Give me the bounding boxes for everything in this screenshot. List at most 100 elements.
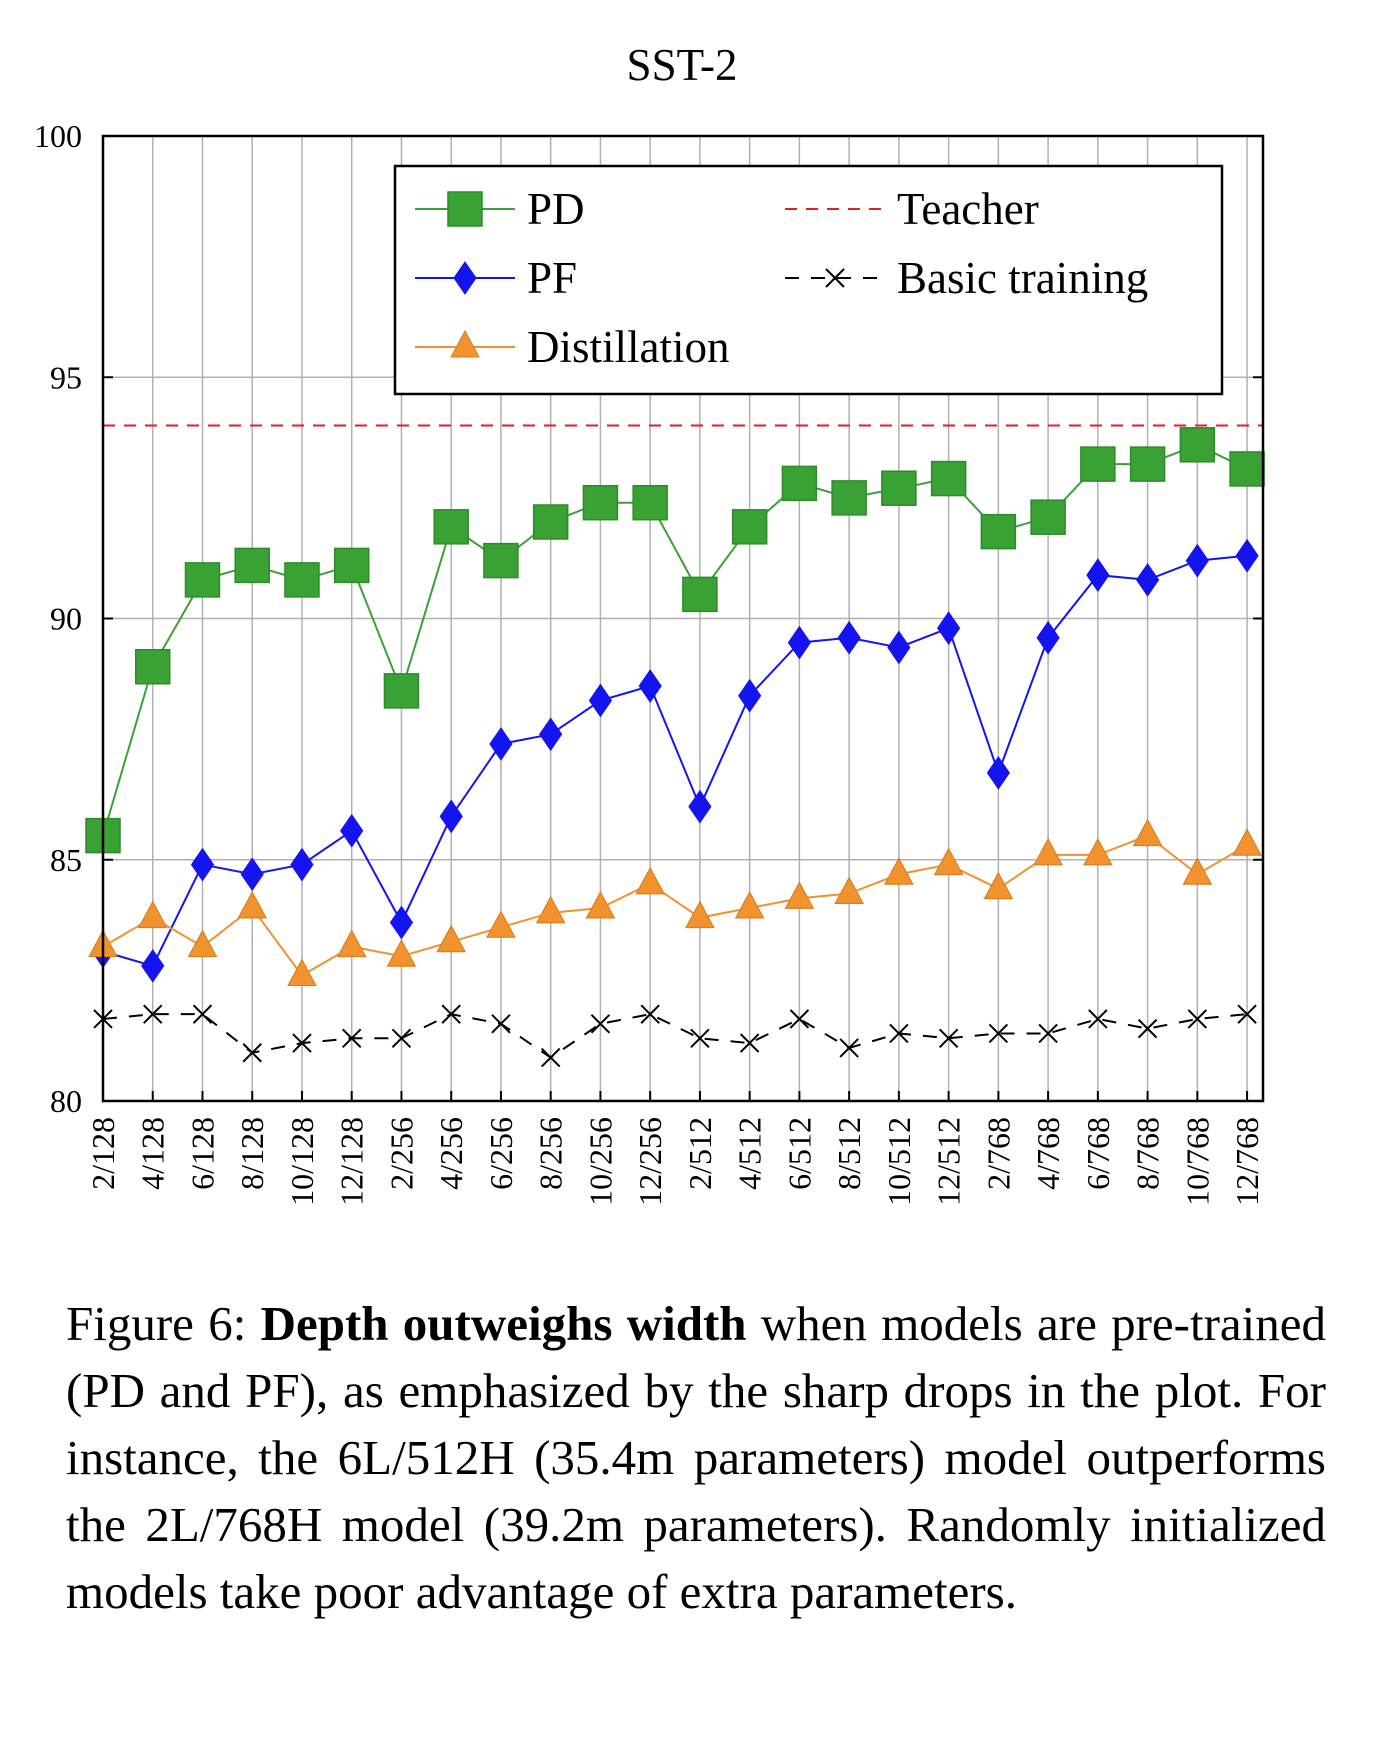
pd-point — [333, 547, 370, 584]
y-tick-label: 90 — [50, 601, 82, 637]
x-tick-label: 2/512 — [682, 1117, 718, 1190]
x-tick-label: 12/256 — [632, 1117, 668, 1206]
distillation-point — [535, 895, 566, 924]
basic-training-point — [789, 1009, 810, 1029]
x-tick-label: 8/512 — [831, 1117, 867, 1190]
y-tick-label: 100 — [34, 118, 82, 154]
pf-point — [489, 727, 513, 761]
pd-point — [447, 191, 483, 227]
basic-training-point — [192, 1004, 213, 1024]
x-tick-label: 4/256 — [433, 1117, 469, 1190]
pd-point — [383, 673, 420, 709]
distillation-point — [237, 890, 268, 919]
basic-training-point — [1137, 1018, 1158, 1039]
legend-entry-teacher: Teacher — [785, 184, 1039, 234]
distillation-series — [88, 818, 1262, 987]
distillation-point — [386, 939, 417, 967]
x-tick-label: 6/128 — [184, 1117, 220, 1190]
distillation-point — [287, 958, 317, 987]
distillation-point — [1232, 828, 1262, 856]
pd-point — [582, 484, 619, 521]
caption-rest: when models are pre-trained (PD and PF),… — [66, 1296, 1327, 1619]
x-tick-label: 10/128 — [284, 1117, 320, 1206]
basic-training-point — [825, 268, 845, 288]
pd-point — [731, 509, 768, 545]
pf-point — [1086, 558, 1110, 592]
distillation-point — [933, 847, 964, 876]
pf-point — [937, 611, 961, 646]
legend-entry-distillation: Distillation — [415, 322, 730, 372]
legend-label-teacher: Teacher — [897, 184, 1039, 234]
legend-entry-pd: PD — [415, 184, 585, 234]
legend-entry-basic-training: Basic training — [785, 253, 1148, 303]
basic-training-point — [1038, 1023, 1058, 1044]
x-tick-label: 4/128 — [135, 1117, 171, 1190]
basic-training-point — [988, 1023, 1009, 1044]
basic-training-point — [889, 1023, 909, 1044]
pd-point — [930, 460, 967, 497]
series — [85, 427, 1265, 1068]
basic-training-point — [540, 1047, 561, 1068]
pf-point — [887, 630, 911, 665]
pf-point — [340, 813, 364, 848]
pd-line — [102, 443, 1248, 836]
caption-prefix: Figure 6: — [66, 1296, 261, 1351]
pd-point — [134, 649, 171, 685]
basic-training-line — [102, 1013, 1248, 1059]
legend-label-pf: PF — [527, 253, 577, 303]
legend-box — [393, 164, 1224, 396]
basic-training-point — [1237, 1004, 1257, 1024]
axes: 80 85 90 95 100 2/128 4/128 6/128 8/128 10/128 12/… — [34, 118, 1265, 1206]
x-tick-label: 4/512 — [732, 1117, 768, 1190]
basic-training-point — [590, 1014, 611, 1034]
pf-point — [638, 669, 662, 703]
pf-point — [240, 857, 264, 892]
distillation-point — [884, 857, 914, 885]
x-tick-label: 8/256 — [533, 1117, 569, 1190]
basic-training-point — [1187, 1009, 1208, 1029]
x-tick-label: 12/768 — [1229, 1117, 1265, 1206]
pd-point — [483, 542, 519, 579]
pf-point — [738, 678, 762, 713]
distillation-point — [1132, 818, 1163, 847]
x-tick-label: 6/512 — [781, 1117, 817, 1190]
basic-training-point — [839, 1038, 859, 1058]
pf-point — [837, 620, 861, 655]
x-tick-label: 2/256 — [383, 1117, 419, 1190]
chart: SST-2 80 85 90 95 100 2/128 4/128 6/128 8/128 10/… — [34, 40, 1265, 1206]
basic-training-point — [690, 1028, 710, 1048]
pf-point — [141, 949, 165, 983]
pf-point — [439, 799, 463, 834]
pd-point — [184, 562, 221, 598]
x-tick-label: 10/256 — [582, 1117, 618, 1206]
x-tick-label: 12/128 — [334, 1117, 370, 1206]
pd-point — [284, 562, 320, 598]
distillation-point — [486, 910, 516, 938]
pf-point — [290, 847, 314, 882]
basic-training-point — [292, 1033, 312, 1053]
legend: PD PF Distillation Teacher Basic training — [393, 164, 1224, 396]
pd-series — [85, 427, 1265, 854]
x-tick-label: 10/768 — [1179, 1117, 1215, 1206]
legend-entry-pf: PF — [415, 253, 577, 303]
pf-point — [787, 625, 812, 660]
distillation-point — [983, 871, 1014, 900]
pd-point — [1030, 499, 1066, 535]
pd-point — [234, 547, 270, 584]
y-tick-label: 95 — [50, 359, 82, 395]
figure-caption: Figure 6: Depth outweighs width when mod… — [66, 1290, 1326, 1625]
distillation-point — [450, 329, 480, 358]
distillation-point — [187, 929, 218, 958]
distillation-point — [336, 929, 367, 958]
distillation-point — [1083, 837, 1113, 866]
legend-label-distillation: Distillation — [527, 322, 730, 372]
pf-point — [1235, 538, 1259, 573]
pd-point — [1179, 427, 1216, 463]
legend-label-basic-training: Basic training — [897, 253, 1148, 303]
basic-training-point — [491, 1014, 511, 1034]
y-tick-label: 80 — [50, 1083, 82, 1119]
distillation-point — [1033, 837, 1063, 866]
pf-point — [190, 847, 215, 882]
basic-training-point — [391, 1028, 412, 1048]
basic-training-series — [93, 1004, 1257, 1068]
